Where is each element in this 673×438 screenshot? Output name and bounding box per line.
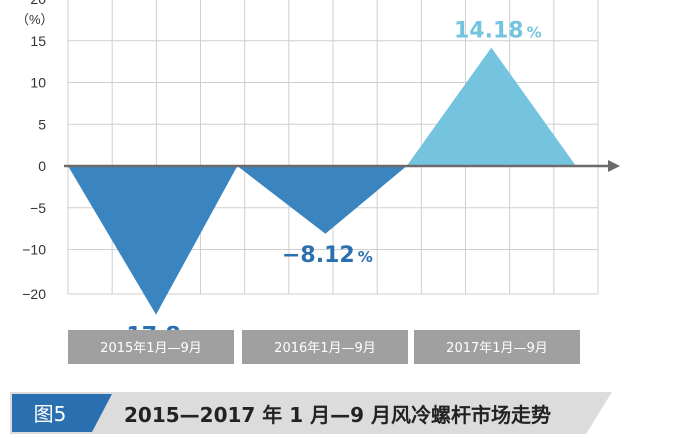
figure-caption: 图5 2015—2017 年 1 月—9 月风冷螺杆市场走势 xyxy=(10,392,612,434)
value-label: −8.12% xyxy=(282,243,373,268)
y-tick-label: −5 xyxy=(30,200,46,216)
y-tick-label: 10 xyxy=(30,75,46,91)
y-unit-label: （%） xyxy=(16,12,54,27)
value-label: 14.18% xyxy=(454,19,542,44)
caption-label-box xyxy=(12,394,112,432)
caption-band xyxy=(10,392,612,434)
category-label: 2017年1月—9月 xyxy=(446,341,548,356)
y-tick-label: 0 xyxy=(38,158,46,174)
category-labels: 2015年1月—9月 2016年1月—9月 2017年1月—9月 xyxy=(68,330,580,364)
series-triangle xyxy=(237,166,407,234)
category-label: 2016年1月—9月 xyxy=(274,341,376,356)
y-tick-label: 5 xyxy=(38,116,46,132)
caption-title: 2015—2017 年 1 月—9 月风冷螺杆市场走势 xyxy=(124,403,551,427)
y-tick-labels: 20 15 10 5 0 −5 −10 −20 xyxy=(22,0,46,302)
category-box xyxy=(414,330,580,364)
y-tick-label: 15 xyxy=(30,33,46,49)
y-tick-label: −20 xyxy=(22,286,46,302)
y-tick-label: −10 xyxy=(22,242,46,258)
x-axis-arrow xyxy=(608,160,620,172)
y-tick-label: 20 xyxy=(30,0,46,7)
series-triangle xyxy=(68,166,238,315)
axes xyxy=(64,160,620,172)
category-label: 2015年1月—9月 xyxy=(100,341,202,356)
category-box xyxy=(242,330,408,364)
category-box xyxy=(68,330,234,364)
series-triangle xyxy=(406,47,576,166)
data-series xyxy=(68,47,576,315)
caption-label: 图5 xyxy=(34,402,67,426)
